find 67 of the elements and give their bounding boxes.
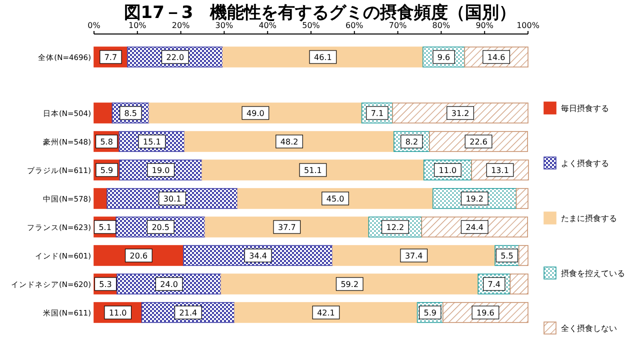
data-label: 20.5 <box>152 223 170 232</box>
data-label: 9.6 <box>437 53 450 62</box>
chart-title: 図17－3 機能性を有するグミの摂食頻度（国別） <box>124 3 516 23</box>
data-label: 59.2 <box>340 280 359 289</box>
data-label: 12.2 <box>386 223 404 232</box>
legend-label: よく摂食する <box>561 159 609 168</box>
data-label: 51.1 <box>304 166 322 175</box>
data-label: 8.2 <box>405 138 418 146</box>
data-label: 5.9 <box>424 308 436 318</box>
x-tick-label: 60% <box>346 21 364 30</box>
bar <box>516 188 528 209</box>
x-tick-label: 80% <box>432 21 450 30</box>
data-label: 5.9 <box>100 166 114 175</box>
x-tick-label: 90% <box>476 21 494 30</box>
bar <box>94 188 108 209</box>
data-label: 22.0 <box>166 53 184 62</box>
x-tick-label: 0% <box>88 21 101 30</box>
data-label: 21.4 <box>179 308 198 318</box>
data-label: 7.1 <box>370 109 384 118</box>
data-label: 20.6 <box>130 252 148 260</box>
data-label: 13.1 <box>491 166 509 175</box>
data-label: 24.4 <box>466 223 484 232</box>
data-label: 37.7 <box>278 223 296 232</box>
bar <box>510 274 528 294</box>
data-label: 7.4 <box>488 280 501 289</box>
bar <box>94 102 113 124</box>
data-label: 31.2 <box>451 109 470 118</box>
bar <box>202 160 424 180</box>
bar <box>220 274 478 294</box>
data-label: 8.5 <box>124 109 138 118</box>
data-label: 37.4 <box>404 252 423 260</box>
data-label: 24.0 <box>160 280 178 289</box>
bar <box>148 102 362 124</box>
x-tick-label: 70% <box>388 21 408 30</box>
data-label: 5.3 <box>99 280 112 289</box>
data-label: 19.6 <box>476 308 494 318</box>
bar <box>237 188 434 209</box>
legend-label: たまに摂食する <box>561 214 617 223</box>
data-label: 15.1 <box>143 138 161 146</box>
data-label: 19.2 <box>466 194 484 204</box>
data-label: 7.7 <box>104 53 118 62</box>
data-label: 5.5 <box>500 252 514 260</box>
data-label: 46.1 <box>314 53 332 62</box>
data-label: 49.0 <box>246 109 264 118</box>
x-tick-label: 10% <box>128 21 147 30</box>
data-label: 34.4 <box>249 252 267 260</box>
data-label: 22.6 <box>470 138 488 146</box>
legend-label: 毎日摂食する <box>561 104 609 113</box>
bar <box>184 131 394 152</box>
data-label: 5.8 <box>100 138 113 146</box>
data-label: 48.2 <box>280 138 298 146</box>
data-label: 14.6 <box>487 53 506 62</box>
x-tick-label: 50% <box>302 21 320 30</box>
data-label: 30.1 <box>163 194 182 204</box>
legend-label: 全く摂食しない <box>561 324 617 333</box>
x-tick-label: 20% <box>172 21 190 30</box>
x-tick-label: 40% <box>258 21 277 30</box>
data-label: 11.0 <box>438 166 457 175</box>
data-label: 11.0 <box>108 308 127 318</box>
x-tick-label: 30% <box>215 21 234 30</box>
data-label: 42.1 <box>317 308 335 318</box>
bar <box>204 216 370 238</box>
legend-label: 摂食を控えている <box>561 269 625 278</box>
data-label: 45.0 <box>326 194 344 204</box>
data-label: 19.0 <box>152 166 170 175</box>
x-tick-label: 100% <box>516 21 540 30</box>
data-label: 5.1 <box>98 223 112 232</box>
